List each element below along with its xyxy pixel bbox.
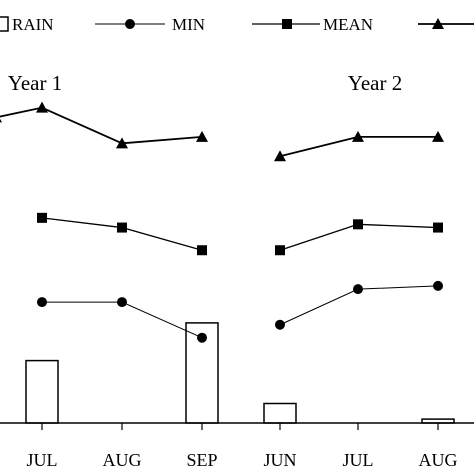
legend-marker-min: [125, 19, 135, 29]
panel-title-2: Year 2: [348, 71, 402, 95]
x-tick-label: SEP: [186, 450, 217, 470]
rain-bar: [25, 359, 59, 424]
max-point: [432, 130, 444, 142]
panel-title-1: Year 1: [8, 71, 62, 95]
max-point: [196, 130, 208, 142]
mean-point: [117, 222, 127, 233]
max-series-line: [0, 106, 203, 145]
max-point: [36, 101, 48, 113]
min-point: [275, 319, 285, 330]
x-tick-label: JUL: [343, 450, 374, 470]
mean-point: [275, 245, 285, 256]
x-tick-label: AUG: [103, 450, 142, 470]
min-series-line: [42, 301, 203, 339]
max-point: [274, 150, 286, 162]
x-tick-label: JUN: [263, 450, 296, 470]
mean-point: [353, 219, 363, 230]
legend: RAIN MIN MEAN: [0, 15, 474, 34]
mean-point: [197, 245, 207, 256]
legend-label-rain: RAIN: [12, 15, 54, 34]
panel-titles: Year 1 Year 2: [8, 71, 402, 95]
x-axis: JUL AUG SEP JUN JUL AUG: [0, 422, 474, 470]
legend-marker-mean: [282, 19, 292, 29]
rain-bar: [263, 402, 297, 424]
legend-entry-rain: RAIN: [0, 15, 54, 34]
legend-entry-min: MIN: [95, 15, 205, 34]
legend-entry-max: [418, 18, 474, 29]
min-point: [433, 280, 443, 291]
legend-label-min: MIN: [172, 15, 205, 34]
max-point: [352, 130, 364, 142]
mean-point: [433, 222, 443, 233]
legend-label-mean: MEAN: [323, 15, 373, 34]
x-tick-label: JUL: [27, 450, 58, 470]
min-point: [117, 297, 127, 308]
legend-marker-rain: [0, 16, 9, 32]
legend-entry-mean: MEAN: [252, 15, 373, 34]
x-tick-label: AUG: [419, 450, 458, 470]
panel-2: [263, 130, 455, 424]
panel-1: [0, 101, 219, 424]
min-point: [353, 284, 363, 295]
legend-marker-max: [432, 18, 444, 29]
max-point: [0, 118, 2, 123]
mean-point: [37, 212, 47, 223]
max-point: [116, 137, 128, 149]
min-point: [37, 297, 47, 308]
plot-area: [0, 101, 455, 424]
min-point: [197, 332, 207, 343]
